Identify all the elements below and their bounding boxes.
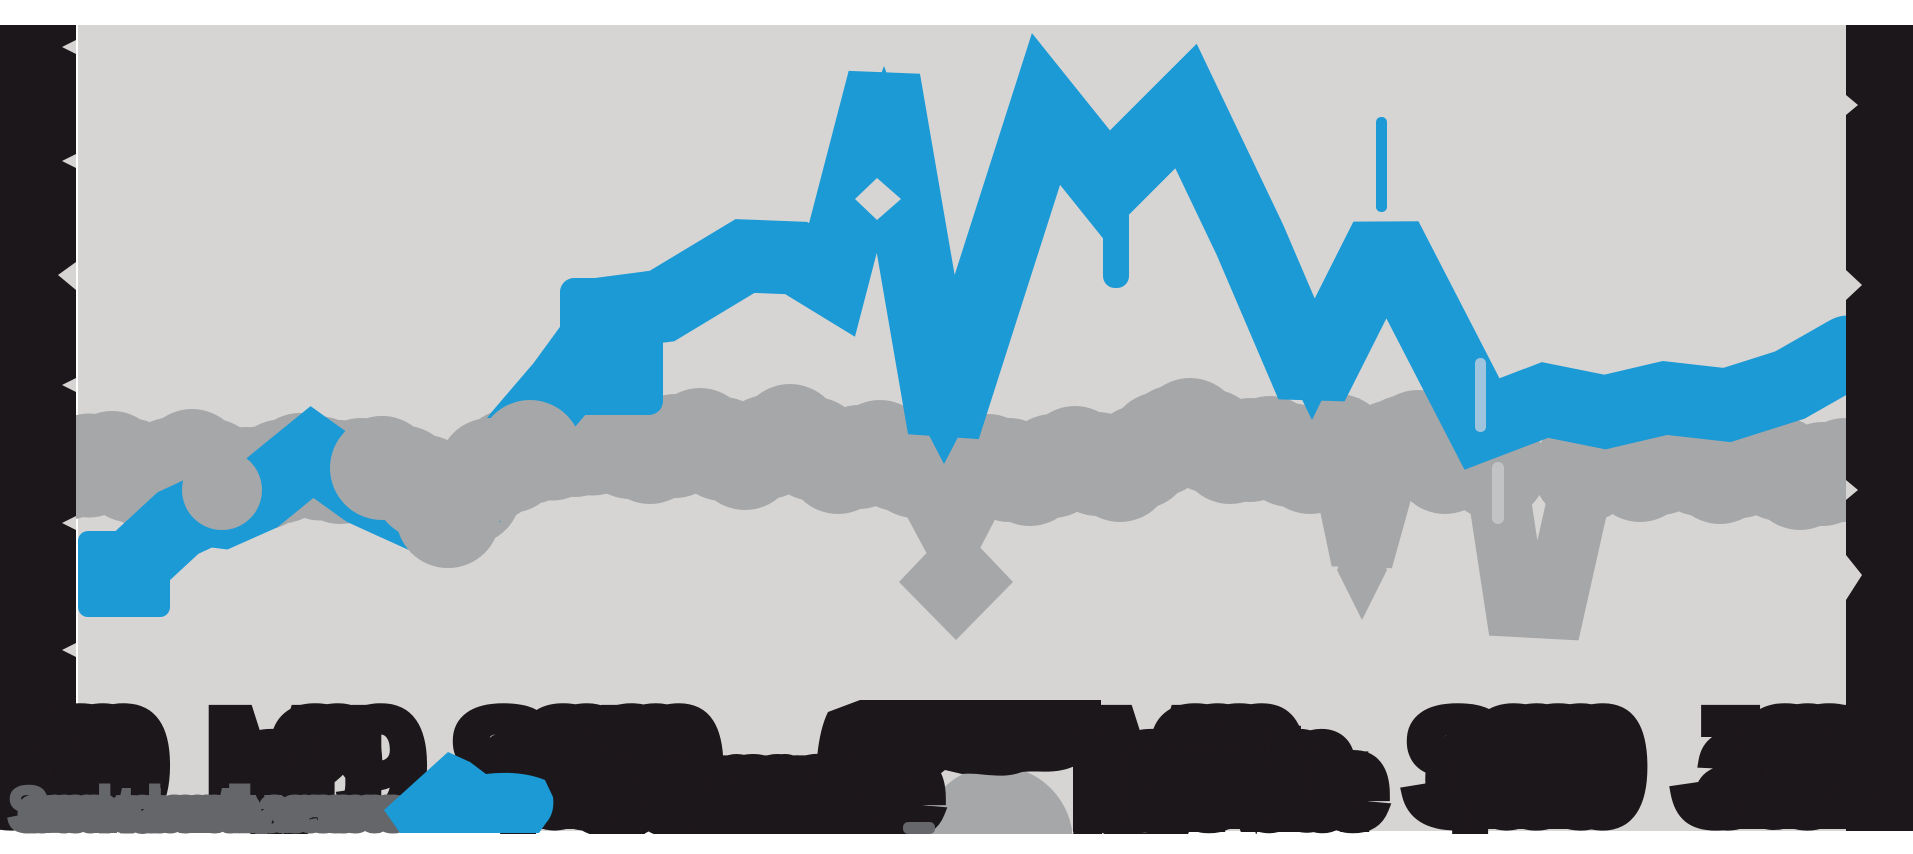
svg-text:Consumerprice: Consumerprice (560, 712, 944, 854)
svg-text:Jan209: Jan209 (0, 677, 169, 854)
svg-text:b: b (1071, 712, 1150, 854)
svg-text:May2020nn: May2020nn (1085, 677, 1359, 854)
svg-text:Jan20219: Jan20219 (1675, 677, 1913, 854)
svg-text:Sourcemarketdataenmonthlyavera: Sourcemarketdataenmonthlyaverasesenoms (8, 776, 418, 843)
svg-text:Sep20200: Sep20200 (1404, 677, 1647, 854)
svg-text:Indexvalue: Indexvalue (1100, 708, 1388, 854)
